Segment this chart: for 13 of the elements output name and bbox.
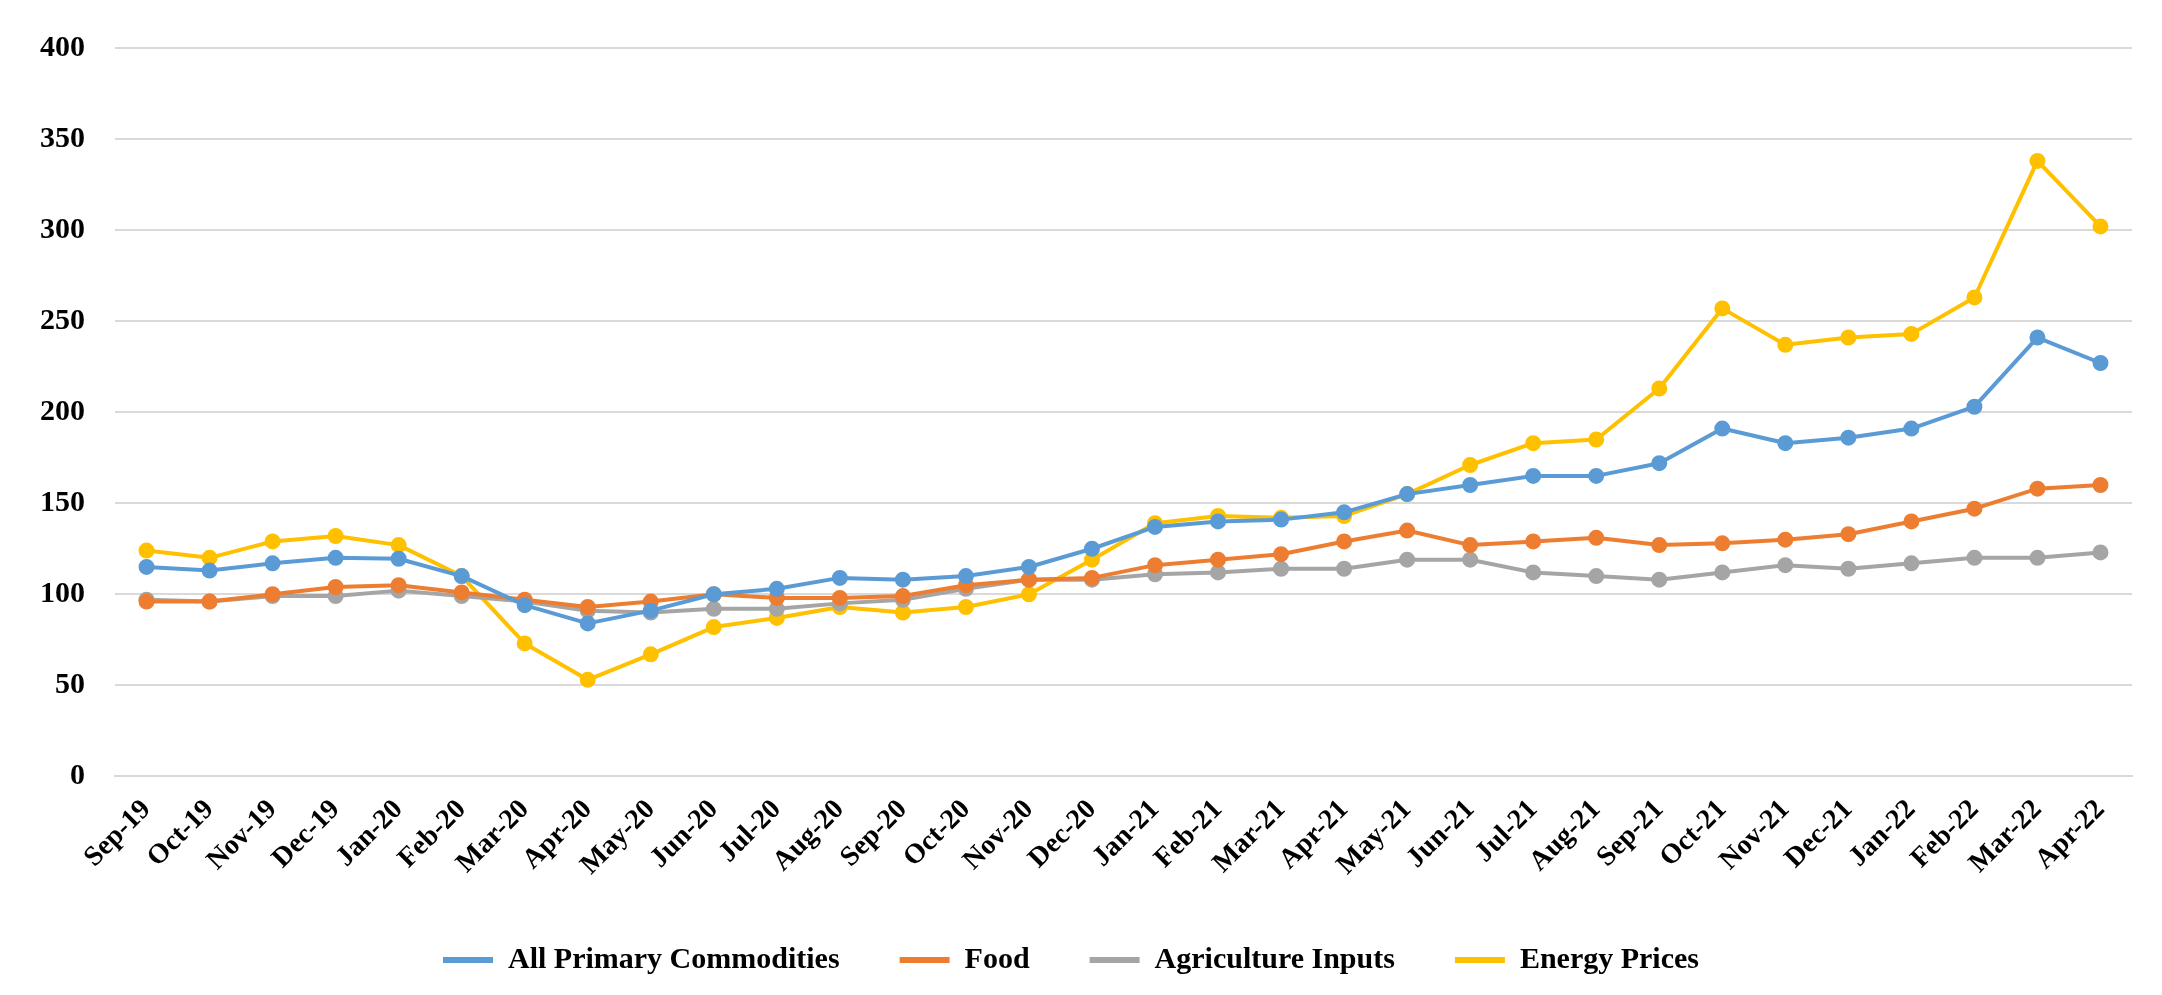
y-tick-label: 0 <box>70 757 85 791</box>
legend-label: All Primary Commodities <box>507 940 840 974</box>
y-tick-label: 100 <box>40 575 85 609</box>
legend-label: Food <box>964 940 1030 974</box>
y-tick-label: 400 <box>40 28 85 62</box>
y-tick-label: 250 <box>40 301 85 335</box>
y-tick-label: 150 <box>40 483 85 517</box>
y-tick-label: 350 <box>40 119 85 153</box>
legend-label: Energy Prices <box>1519 940 1700 974</box>
legend-label: Agriculture Inputs <box>1154 940 1395 974</box>
y-tick-label: 50 <box>55 666 85 700</box>
y-tick-label: 300 <box>40 210 85 244</box>
y-tick-label: 200 <box>40 392 85 426</box>
